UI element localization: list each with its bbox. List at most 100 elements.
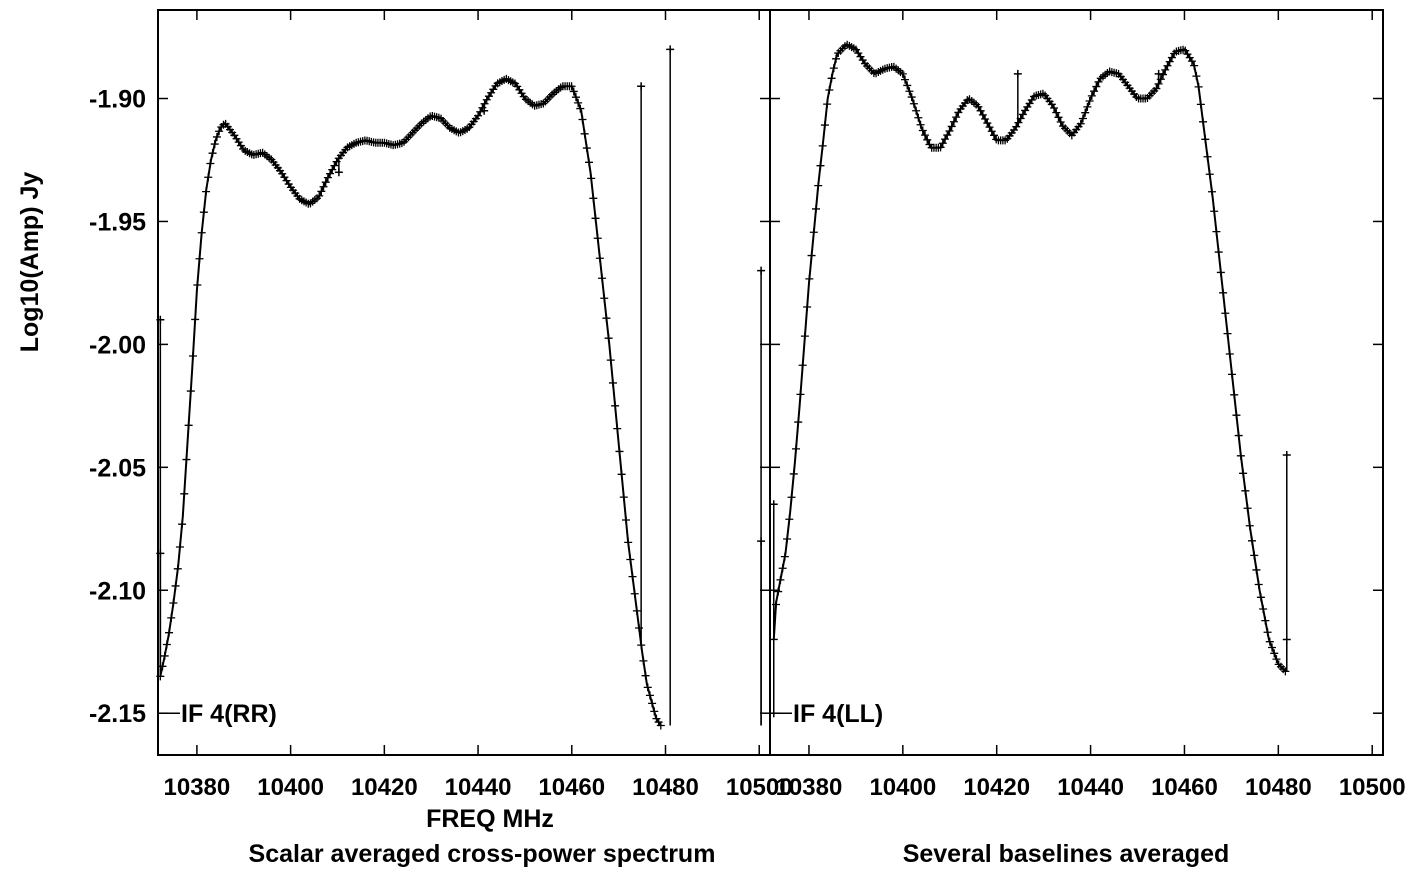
data-point (587, 174, 596, 183)
data-point (780, 552, 789, 561)
data-point (613, 424, 622, 433)
panel-1: -1.90 -1.95 -2.00 -2.05 -2.10 -2.15 10380 10400… (89, 9, 793, 801)
data-point (593, 234, 602, 243)
data-point (912, 106, 921, 115)
data-point (204, 173, 213, 182)
data-point (576, 104, 585, 113)
data-point (757, 266, 766, 275)
data-point (617, 470, 626, 479)
data-point (1194, 82, 1203, 91)
plot-frame (769, 9, 1384, 756)
data-point (567, 82, 576, 91)
data-point (987, 127, 996, 136)
data-point (1187, 57, 1196, 66)
x-tick-label: 10460 (1151, 774, 1218, 801)
data-point (771, 600, 780, 609)
data-point (1078, 114, 1087, 123)
data-point (769, 500, 778, 509)
data-point (785, 515, 794, 524)
data-point (334, 168, 343, 177)
data-point (807, 251, 816, 260)
data-point (1054, 113, 1063, 122)
data-point (1214, 248, 1223, 257)
panel-label: IF 4(LL) (793, 700, 883, 728)
y-tick-label: -1.95 (89, 208, 146, 236)
data-point (191, 315, 200, 324)
data-point (648, 699, 657, 708)
x-tick-label: 10480 (1245, 774, 1312, 801)
data-point (829, 64, 838, 73)
data-point (1052, 108, 1061, 117)
data-point (645, 691, 654, 700)
data-point (1223, 329, 1232, 338)
plot-frame (157, 9, 771, 756)
caption-right: Several baselines averaged (903, 840, 1230, 868)
data-point (1016, 114, 1025, 123)
y-tick-label: -2.00 (89, 331, 146, 359)
data-point (778, 564, 787, 573)
data-point (180, 489, 189, 498)
data-point (624, 538, 633, 547)
data-point (156, 315, 165, 324)
data-point (580, 129, 589, 138)
series-line (772, 43, 1287, 673)
data-point (952, 113, 961, 122)
data-point (921, 131, 930, 140)
x-tick-label: 10400 (869, 774, 936, 801)
data-point (158, 662, 167, 671)
data-point (197, 228, 206, 237)
data-point (1221, 309, 1230, 318)
data-point (903, 81, 912, 90)
data-point (918, 126, 927, 135)
data-point (1207, 187, 1216, 196)
data-point (1216, 268, 1225, 277)
data-point (787, 493, 796, 502)
data-point (1083, 102, 1092, 111)
data-point (1018, 110, 1027, 119)
y-axis-label: Log10(Amp) Jy (16, 172, 44, 353)
data-point (1236, 451, 1245, 460)
data-point (600, 294, 609, 303)
data-point (1085, 97, 1094, 106)
data-point (1201, 135, 1210, 144)
x-tick-label: 10480 (632, 774, 699, 801)
data-point (595, 254, 604, 263)
data-point (569, 87, 578, 96)
data-point (578, 115, 587, 124)
data-point (188, 351, 197, 360)
data-point (571, 93, 580, 102)
data-point (1210, 207, 1219, 216)
data-point (666, 45, 675, 54)
data-point (1219, 288, 1228, 297)
data-point (1092, 82, 1101, 91)
data-point (818, 141, 827, 150)
data-point (156, 549, 165, 558)
data-point (1256, 593, 1265, 602)
data-point (949, 117, 958, 126)
data-point (978, 110, 987, 119)
data-point (985, 123, 994, 132)
data-point (162, 640, 171, 649)
data-point (1261, 616, 1270, 625)
panel-label: IF 4(RR) (181, 700, 277, 728)
data-point (905, 87, 914, 96)
data-point (611, 401, 620, 410)
data-point (1154, 79, 1163, 88)
data-point (193, 280, 202, 289)
data-point (1199, 117, 1208, 126)
data-point (1245, 521, 1254, 530)
data-point (195, 254, 204, 263)
data-point (210, 140, 219, 149)
data-point (1056, 117, 1065, 126)
data-point (1205, 170, 1214, 179)
x-tick-label: 10500 (726, 774, 793, 801)
data-point (1270, 649, 1279, 658)
data-point (626, 555, 635, 564)
data-point (945, 127, 954, 136)
data-point (1014, 118, 1023, 127)
data-point (656, 721, 665, 730)
data-point (169, 599, 178, 608)
data-point (199, 208, 208, 217)
data-point (1196, 100, 1205, 109)
